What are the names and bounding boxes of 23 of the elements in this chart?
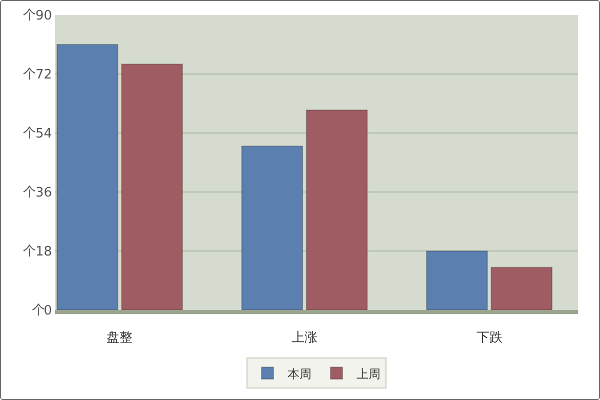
y-tick-label: 0 [44, 304, 52, 319]
text: 个 [23, 244, 36, 259]
text: 个 [23, 8, 36, 23]
bar [490, 266, 553, 310]
x-tick-label: 盘整 [106, 330, 133, 346]
bar [241, 146, 304, 310]
bar [426, 250, 488, 310]
legend-label: 上周 [356, 366, 380, 381]
x-tick-label: 上涨 [291, 330, 318, 346]
legend-label: 本周 [288, 366, 312, 381]
bar [56, 44, 118, 310]
x-tick-label: 下跌 [476, 330, 502, 346]
y-tick-label: 36 [35, 186, 52, 201]
y-tick-label: 72 [35, 68, 52, 83]
y-tick-label: 90 [35, 8, 52, 24]
y-tick-label: 18 [35, 244, 52, 260]
text: 个 [23, 126, 36, 141]
y-tick-label: 54 [35, 126, 52, 142]
text: 个 [23, 67, 36, 82]
text: 个 [32, 303, 45, 318]
bar [121, 64, 183, 310]
bar [306, 110, 368, 310]
text: 个 [23, 185, 36, 200]
